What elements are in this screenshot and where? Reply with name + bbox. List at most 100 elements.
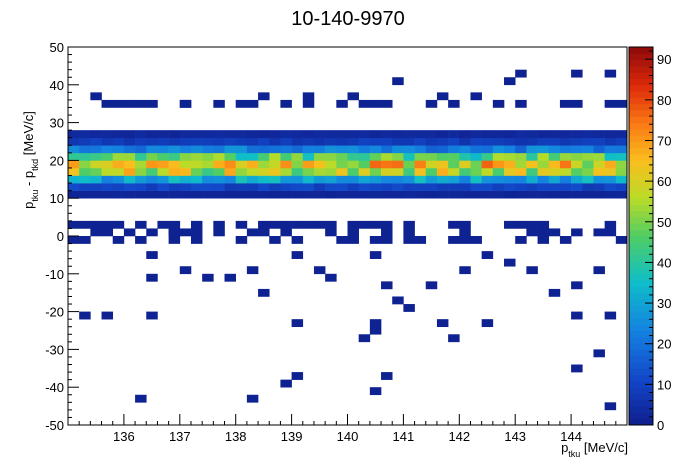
- y-tick-label: 40: [50, 78, 64, 93]
- heatmap-bin: [436, 137, 449, 146]
- heatmap-bin: [347, 152, 359, 161]
- heatmap-bin: [615, 145, 628, 154]
- heatmap-bin: [190, 175, 203, 184]
- colorbar-segment: [629, 198, 653, 205]
- heatmap-bin: [269, 152, 281, 161]
- heatmap-bin: [381, 228, 393, 237]
- heatmap-bin: [224, 190, 236, 199]
- heatmap-bin: [515, 152, 527, 161]
- heatmap-bin: [213, 190, 225, 199]
- heatmap-bin: [559, 137, 572, 146]
- heatmap-bin: [146, 190, 158, 199]
- colorbar-segment: [629, 154, 653, 161]
- heatmap-bin: [123, 160, 136, 169]
- heatmap-bin: [369, 319, 382, 328]
- y-tick-label: -50: [45, 418, 64, 433]
- heatmap-bin: [604, 69, 617, 78]
- heatmap-bin: [179, 190, 192, 199]
- heatmap-bin: [213, 175, 225, 184]
- heatmap-bin: [392, 160, 404, 169]
- heatmap-bin: [537, 228, 550, 237]
- heatmap-bin: [325, 130, 337, 139]
- heatmap-bin: [90, 160, 102, 169]
- heatmap-bin: [571, 145, 583, 154]
- heatmap-bin: [392, 130, 404, 139]
- heatmap-bin: [593, 175, 605, 184]
- heatmap-bin: [302, 160, 315, 169]
- heatmap-bin: [436, 160, 449, 169]
- heatmap-bin: [582, 183, 594, 191]
- heatmap-bin: [615, 183, 628, 191]
- heatmap-bin: [593, 228, 605, 237]
- heatmap-bin: [291, 236, 304, 244]
- heatmap-bin: [571, 130, 583, 139]
- heatmap-bin: [459, 160, 471, 169]
- heatmap-bin: [179, 130, 192, 139]
- heatmap-bin: [246, 228, 259, 237]
- heatmap-bin: [448, 175, 460, 184]
- heatmap-bin: [515, 137, 527, 146]
- colorbar-segment: [629, 217, 653, 224]
- heatmap-bin: [235, 190, 248, 199]
- colorbar-tick-label: 60: [657, 174, 671, 189]
- heatmap-bin: [537, 160, 550, 169]
- heatmap-bin: [168, 167, 181, 176]
- colorbar-segment: [629, 72, 653, 79]
- colorbar-segment: [629, 254, 653, 262]
- heatmap-bin: [157, 145, 169, 154]
- heatmap-bin: [258, 228, 270, 237]
- heatmap-bin: [146, 152, 158, 161]
- heatmap-bin: [403, 130, 415, 139]
- x-tick-label: 139: [281, 429, 303, 444]
- heatmap-bin: [582, 175, 594, 184]
- heatmap-bin: [79, 183, 91, 191]
- heatmap-bin: [436, 130, 449, 139]
- heatmap-bin: [369, 145, 382, 154]
- colorbar-segment: [629, 349, 653, 357]
- heatmap-bin: [280, 190, 292, 199]
- heatmap-bin: [112, 175, 125, 184]
- heatmap-bin: [302, 145, 315, 154]
- heatmap-bin: [515, 220, 527, 229]
- heatmap-bin: [537, 137, 550, 146]
- heatmap-bin: [414, 130, 427, 139]
- heatmap-bin: [347, 137, 359, 146]
- heatmap-bin: [336, 183, 348, 191]
- heatmap-bin: [146, 251, 158, 259]
- heatmap-bin: [492, 130, 505, 139]
- heatmap-bin: [526, 220, 538, 229]
- heatmap-bin: [280, 145, 292, 154]
- heatmap-bin: [79, 190, 91, 199]
- y-axis-title-p1: p: [21, 202, 36, 209]
- heatmap-bin: [68, 236, 80, 244]
- heatmap-bin: [481, 152, 494, 161]
- heatmap-bin: [347, 160, 359, 169]
- heatmap-bin: [414, 183, 427, 191]
- heatmap-bin: [135, 190, 147, 199]
- heatmap-bin: [604, 175, 617, 184]
- heatmap-bin: [280, 379, 292, 388]
- heatmap-bin: [381, 175, 393, 184]
- colorbar-segment: [629, 166, 653, 174]
- heatmap-bin: [302, 175, 315, 184]
- heatmap-bin: [101, 167, 114, 176]
- heatmap-bin: [79, 311, 91, 320]
- heatmap-bin: [604, 160, 617, 169]
- colorbar-segment: [629, 141, 653, 149]
- heatmap-bin: [235, 152, 248, 161]
- heatmap-bin: [425, 281, 438, 290]
- heatmap-bin: [269, 130, 281, 139]
- heatmap-bin: [504, 175, 516, 184]
- y-tick-label: -20: [45, 305, 64, 320]
- colorbar: 0 10 20 30 40 50 60 70 80 90: [628, 46, 671, 433]
- heatmap-bin: [123, 175, 136, 184]
- heatmap-bin: [101, 137, 114, 146]
- heatmap-bin: [604, 145, 617, 154]
- heatmap-bin: [68, 183, 80, 191]
- colorbar-segment: [629, 343, 653, 350]
- heatmap-bin: [526, 160, 538, 169]
- heatmap-bin: [358, 190, 371, 199]
- heatmap-bin: [492, 183, 505, 191]
- heatmap-bin: [381, 236, 393, 244]
- heatmap-bin: [492, 175, 505, 184]
